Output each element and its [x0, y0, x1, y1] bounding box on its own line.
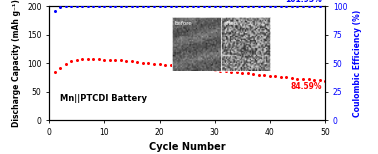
Text: after: after [223, 21, 237, 26]
Text: Mn||PTCDI Battery: Mn||PTCDI Battery [60, 94, 147, 103]
Text: 101.93%: 101.93% [285, 0, 322, 4]
X-axis label: Cycle Number: Cycle Number [149, 142, 225, 152]
Text: 84.59%: 84.59% [291, 82, 322, 91]
Y-axis label: Coulombic Efficiency (%): Coulombic Efficiency (%) [353, 10, 362, 117]
Text: before: before [174, 21, 192, 26]
Y-axis label: Discharge Capacity (mAh g⁻¹): Discharge Capacity (mAh g⁻¹) [12, 0, 22, 127]
